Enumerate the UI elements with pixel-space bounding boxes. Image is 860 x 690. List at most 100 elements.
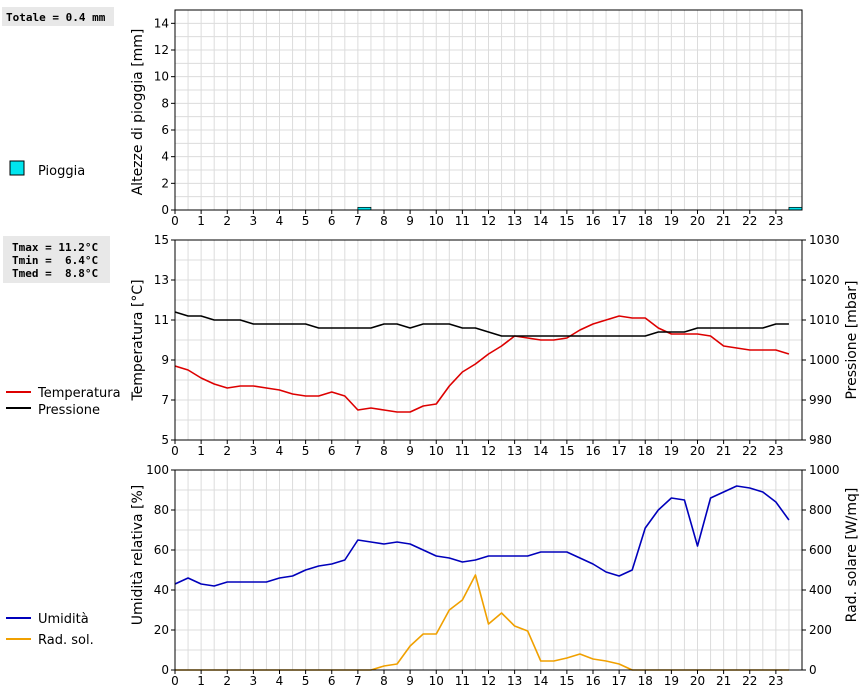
- x-tick-label: 6: [328, 674, 336, 688]
- y-tick-label: 6: [161, 123, 169, 137]
- x-tick-label: 20: [690, 214, 705, 228]
- y-tick-label: 11: [154, 313, 169, 327]
- x-tick-label: 16: [585, 444, 600, 458]
- x-tick-label: 21: [716, 674, 731, 688]
- y2-tick-label: 980: [809, 433, 832, 447]
- x-tick-label: 3: [250, 674, 258, 688]
- humidity-grid: [174, 469, 803, 671]
- x-tick-label: 15: [559, 674, 574, 688]
- x-tick-label: 0: [171, 214, 179, 228]
- y-tick-label: 5: [161, 433, 169, 447]
- temperature-grid: [174, 239, 803, 441]
- y2-tick-label: 1030: [809, 233, 840, 247]
- x-tick-label: 13: [507, 214, 522, 228]
- y-tick-label: 80: [154, 503, 169, 517]
- y-tick-label: 0: [161, 203, 169, 217]
- temperature-lines: [174, 311, 790, 413]
- series-line-primary: [174, 485, 790, 587]
- x-tick-label: 19: [664, 674, 679, 688]
- x-tick-label: 12: [481, 674, 496, 688]
- x-tick-label: 22: [742, 444, 757, 458]
- x-tick-label: 6: [328, 214, 336, 228]
- x-tick-label: 9: [406, 444, 414, 458]
- legend-label-pressure: Pressione: [38, 403, 100, 418]
- rain-grid: [174, 9, 803, 211]
- y2-tick-label: 0: [809, 663, 817, 677]
- x-tick-label: 11: [455, 214, 470, 228]
- solar-y-axis-title: Rad. solare [W/mq]: [844, 488, 860, 623]
- x-tick-label: 14: [533, 214, 548, 228]
- x-tick-label: 12: [481, 444, 496, 458]
- x-tick-label: 4: [276, 674, 284, 688]
- x-tick-label: 4: [276, 444, 284, 458]
- legend-label-humidity: Umidità: [38, 612, 89, 627]
- x-tick-label: 20: [690, 674, 705, 688]
- y-tick-label: 13: [154, 273, 169, 287]
- x-tick-label: 5: [302, 674, 310, 688]
- x-tick-label: 10: [429, 674, 444, 688]
- y-tick-label: 20: [154, 623, 169, 637]
- humidity-panel: Umidità Rad. sol. 0 1 2 3 4 5 6 7 8 9 10 11 12 13 14 15…: [6, 463, 860, 688]
- x-tick-label: 22: [742, 214, 757, 228]
- x-tick-label: 22: [742, 674, 757, 688]
- y-tick-label: 9: [161, 353, 169, 367]
- x-tick-label: 12: [481, 214, 496, 228]
- humidity-axes: 0 1 2 3 4 5 6 7 8 9 10 11 12 13 14 15 16 17 18 19 20 21 22 2302…: [146, 463, 839, 688]
- temperature-y-axis-title: Temperatura [°C]: [130, 279, 146, 401]
- x-tick-label: 14: [533, 674, 548, 688]
- x-tick-label: 17: [611, 674, 626, 688]
- stat-tmax: Tmax = 11.2°C: [12, 241, 98, 254]
- x-tick-label: 19: [664, 214, 679, 228]
- y2-tick-label: 400: [809, 583, 832, 597]
- x-tick-label: 10: [429, 444, 444, 458]
- x-tick-label: 23: [768, 214, 783, 228]
- series-line-secondary: [174, 311, 789, 337]
- y2-tick-label: 800: [809, 503, 832, 517]
- x-tick-label: 9: [406, 214, 414, 228]
- temperature-panel: Tmax = 11.2°C Tmin = 6.4°C Tmed = 8.8°C …: [3, 233, 860, 458]
- legend-label-solar: Rad. sol.: [38, 633, 94, 648]
- x-tick-label: 8: [380, 674, 388, 688]
- x-tick-label: 2: [223, 674, 231, 688]
- stat-tmin: Tmin = 6.4°C: [12, 254, 98, 267]
- x-tick-label: 15: [559, 214, 574, 228]
- x-tick-label: 7: [354, 444, 362, 458]
- pressure-y-axis-title: Pressione [mbar]: [844, 280, 860, 399]
- x-tick-label: 7: [354, 674, 362, 688]
- legend-swatch-rain: [9, 160, 25, 176]
- y-tick-label: 12: [154, 43, 169, 57]
- rain-y-axis-title: Altezze di pioggia [mm]: [130, 29, 146, 196]
- x-tick-label: 11: [455, 674, 470, 688]
- y-tick-label: 2: [161, 176, 169, 190]
- y2-tick-label: 200: [809, 623, 832, 637]
- y-tick-label: 4: [161, 150, 169, 164]
- x-tick-label: 16: [585, 674, 600, 688]
- x-tick-label: 5: [302, 444, 310, 458]
- rain-axes: 0 1 2 3 4 5 6 7 8 9 10 11 12 13 14 15 16 17 18 19 20 21 22 2302…: [154, 9, 803, 228]
- y-tick-label: 15: [154, 233, 169, 247]
- temperature-stats-box: [3, 236, 110, 283]
- y-tick-label: 100: [146, 463, 169, 477]
- x-tick-label: 8: [380, 444, 388, 458]
- x-tick-label: 13: [507, 674, 522, 688]
- y2-tick-label: 600: [809, 543, 832, 557]
- x-tick-label: 1: [197, 674, 205, 688]
- x-tick-label: 23: [768, 674, 783, 688]
- y-tick-label: 60: [154, 543, 169, 557]
- x-tick-label: 0: [171, 674, 179, 688]
- x-tick-label: 21: [716, 444, 731, 458]
- y2-tick-label: 1020: [809, 273, 840, 287]
- x-tick-label: 16: [585, 214, 600, 228]
- x-tick-label: 0: [171, 444, 179, 458]
- x-tick-label: 17: [611, 214, 626, 228]
- x-tick-label: 9: [406, 674, 414, 688]
- y2-tick-label: 1000: [809, 353, 840, 367]
- x-tick-label: 11: [455, 444, 470, 458]
- x-tick-label: 18: [638, 444, 653, 458]
- rain-total-box: [2, 7, 114, 26]
- x-tick-label: 17: [611, 444, 626, 458]
- y-tick-label: 14: [154, 16, 169, 30]
- x-tick-label: 1: [197, 444, 205, 458]
- x-tick-label: 2: [223, 214, 231, 228]
- stat-tmed: Tmed = 8.8°C: [12, 267, 98, 280]
